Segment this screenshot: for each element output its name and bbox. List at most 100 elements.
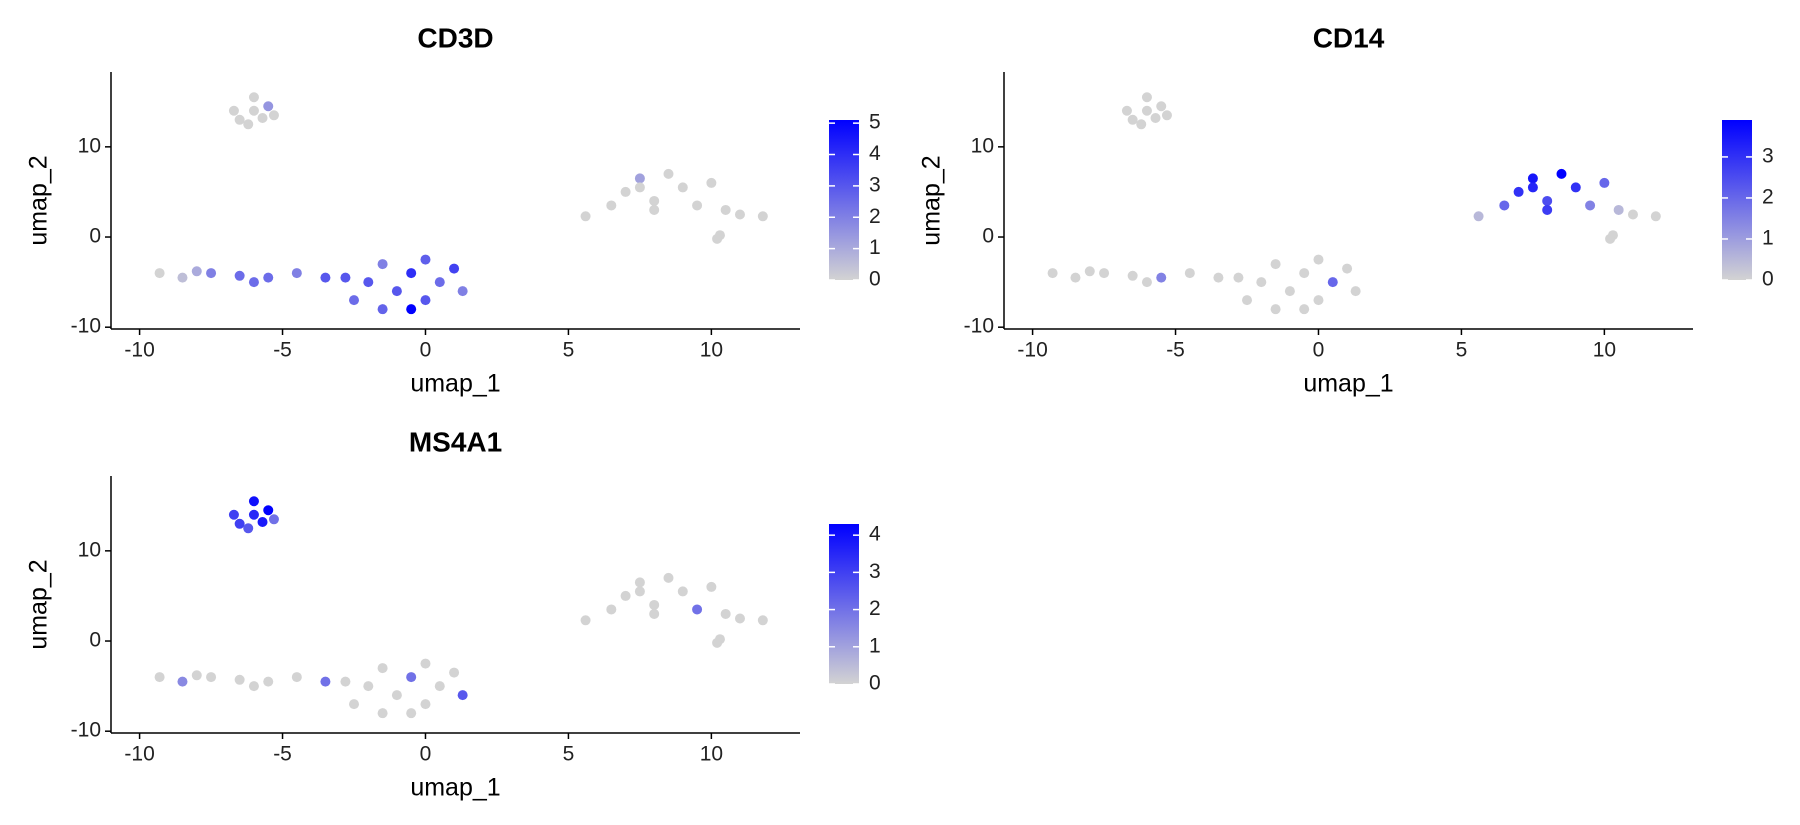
cell-point bbox=[248, 105, 259, 116]
y-tick-label: -10 bbox=[71, 719, 101, 742]
cell-point bbox=[349, 295, 360, 306]
panel: CD14 -10 -5 0 5 10 -10 0 10 umap_1 umap_2 0 1 2 3 bbox=[918, 22, 1774, 397]
cell-point bbox=[606, 604, 617, 615]
cell-point bbox=[634, 173, 645, 184]
colorbar bbox=[829, 120, 859, 280]
cell-point bbox=[692, 200, 703, 211]
x-tick-label: -5 bbox=[273, 743, 292, 766]
cell-point bbox=[406, 268, 417, 279]
cell-point bbox=[1099, 268, 1110, 279]
cell-point bbox=[1350, 286, 1361, 297]
cell-point bbox=[606, 200, 617, 211]
colorbar-tick-label: 2 bbox=[869, 597, 881, 620]
cell-point bbox=[1473, 211, 1484, 222]
cell-point bbox=[206, 268, 217, 279]
colorbar-tick-label: 0 bbox=[1762, 268, 1774, 291]
cell-point bbox=[154, 672, 165, 683]
cell-point bbox=[1313, 254, 1324, 265]
colorbar-tick-label: 2 bbox=[1762, 185, 1774, 208]
cell-point bbox=[268, 514, 279, 525]
cell-point bbox=[1542, 204, 1553, 215]
cell-point bbox=[420, 295, 431, 306]
cell-point bbox=[243, 523, 254, 534]
cell-point bbox=[406, 708, 417, 719]
colorbar-tick-label: 3 bbox=[869, 173, 881, 196]
cell-point bbox=[663, 168, 674, 179]
cell-point bbox=[420, 699, 431, 710]
x-tick-label: -5 bbox=[273, 339, 292, 362]
cell-point bbox=[1136, 119, 1147, 130]
cell-point bbox=[1556, 168, 1567, 179]
cell-point bbox=[1570, 182, 1581, 193]
x-tick-label: -5 bbox=[1166, 339, 1185, 362]
cell-point bbox=[457, 286, 468, 297]
panel-title: CD3D bbox=[417, 22, 493, 53]
cell-point bbox=[377, 708, 388, 719]
x-tick-label: 10 bbox=[1593, 339, 1616, 362]
cell-point bbox=[320, 676, 331, 687]
cell-point bbox=[1585, 200, 1596, 211]
y-tick-label: 0 bbox=[89, 225, 101, 248]
cell-point bbox=[391, 690, 402, 701]
x-tick-label: 10 bbox=[700, 743, 723, 766]
cell-point bbox=[234, 114, 245, 125]
x-tick-label: 5 bbox=[563, 339, 575, 362]
cell-point bbox=[268, 110, 279, 121]
cell-point bbox=[420, 254, 431, 265]
cell-point bbox=[420, 658, 431, 669]
cell-point bbox=[1513, 186, 1524, 197]
cell-point bbox=[257, 516, 268, 527]
cell-point bbox=[1270, 259, 1281, 270]
cell-point bbox=[649, 599, 660, 610]
cell-point bbox=[1141, 277, 1152, 288]
cell-point bbox=[248, 92, 259, 103]
cell-point bbox=[634, 577, 645, 588]
cell-point bbox=[449, 263, 460, 274]
cell-point bbox=[191, 670, 202, 681]
colorbar-tick-label: 2 bbox=[869, 205, 881, 228]
cell-point bbox=[1613, 204, 1624, 215]
cell-point bbox=[1256, 277, 1267, 288]
cell-point bbox=[457, 690, 468, 701]
cell-point bbox=[692, 604, 703, 615]
cell-point bbox=[177, 272, 188, 283]
cell-point bbox=[1070, 272, 1081, 283]
colorbar-tick-label: 0 bbox=[869, 268, 881, 291]
x-tick-label: -10 bbox=[124, 743, 154, 766]
cell-point bbox=[1270, 304, 1281, 315]
cell-point bbox=[377, 663, 388, 674]
cell-point bbox=[1527, 173, 1538, 184]
cell-point bbox=[263, 676, 274, 687]
panel: CD3D -10 -5 0 5 10 -10 0 10 umap_1 umap_2 0 1 2 3 4 5 bbox=[25, 22, 881, 397]
x-tick-label: 0 bbox=[420, 339, 432, 362]
colorbar-tick-label: 4 bbox=[869, 523, 881, 546]
cell-point bbox=[248, 496, 259, 507]
cell-point bbox=[177, 676, 188, 687]
cell-point bbox=[320, 272, 331, 283]
cell-point bbox=[580, 211, 591, 222]
cell-point bbox=[1121, 105, 1132, 116]
cell-point bbox=[580, 615, 591, 626]
colorbar-tick-label: 4 bbox=[869, 142, 881, 165]
cell-point bbox=[649, 204, 660, 215]
cell-point bbox=[1127, 114, 1138, 125]
x-tick-label: 0 bbox=[420, 743, 432, 766]
cell-point bbox=[1141, 105, 1152, 116]
y-axis-label: umap_2 bbox=[25, 559, 53, 649]
cell-point bbox=[1233, 272, 1244, 283]
cell-point bbox=[1627, 209, 1638, 220]
cell-point bbox=[340, 676, 351, 687]
x-tick-label: -10 bbox=[124, 339, 154, 362]
cell-point bbox=[228, 105, 239, 116]
cell-point bbox=[377, 259, 388, 270]
cell-point bbox=[1156, 101, 1167, 112]
colorbar bbox=[829, 524, 859, 684]
cell-point bbox=[248, 681, 259, 692]
cell-point bbox=[1184, 268, 1195, 279]
cell-point bbox=[243, 119, 254, 130]
cell-point bbox=[1127, 270, 1138, 281]
cell-point bbox=[1047, 268, 1058, 279]
cell-point bbox=[1141, 92, 1152, 103]
cell-point bbox=[1299, 268, 1310, 279]
cell-point bbox=[248, 509, 259, 520]
